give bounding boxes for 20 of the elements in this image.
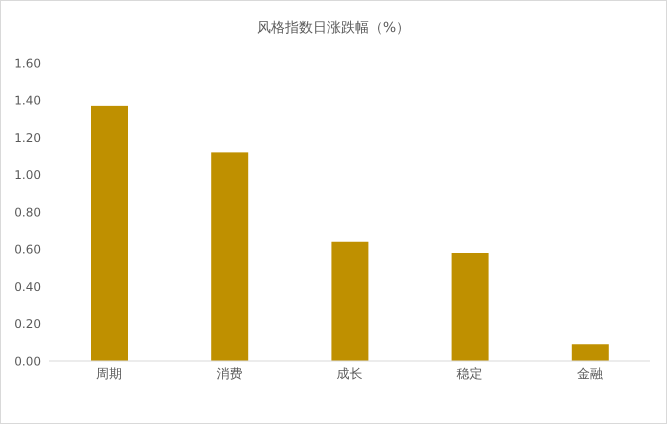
x-tick-label: 金融 — [576, 367, 603, 382]
y-tick-label: 1.00 — [14, 168, 41, 182]
y-tick-label: 1.40 — [14, 94, 41, 108]
x-tick-label: 稳定 — [456, 367, 483, 382]
x-tick-label: 成长 — [336, 367, 362, 382]
x-tick-label: 周期 — [96, 367, 122, 382]
y-tick-label: 1.60 — [14, 56, 41, 70]
bar — [452, 252, 489, 361]
y-tick-label: 1.20 — [14, 130, 41, 145]
x-tick-label: 消费 — [216, 367, 242, 382]
y-tick-label: 0.80 — [14, 205, 41, 220]
bar — [211, 152, 248, 361]
y-tick-label: 0.00 — [14, 354, 41, 368]
bar — [572, 344, 609, 361]
y-tick-label: 0.40 — [14, 280, 41, 294]
y-tick-label: 0.20 — [14, 317, 41, 332]
y-tick-label: 0.60 — [14, 242, 41, 257]
bar — [91, 106, 128, 361]
bar — [331, 242, 368, 361]
chart-title: 风格指数日涨跌幅（%） — [256, 19, 412, 37]
